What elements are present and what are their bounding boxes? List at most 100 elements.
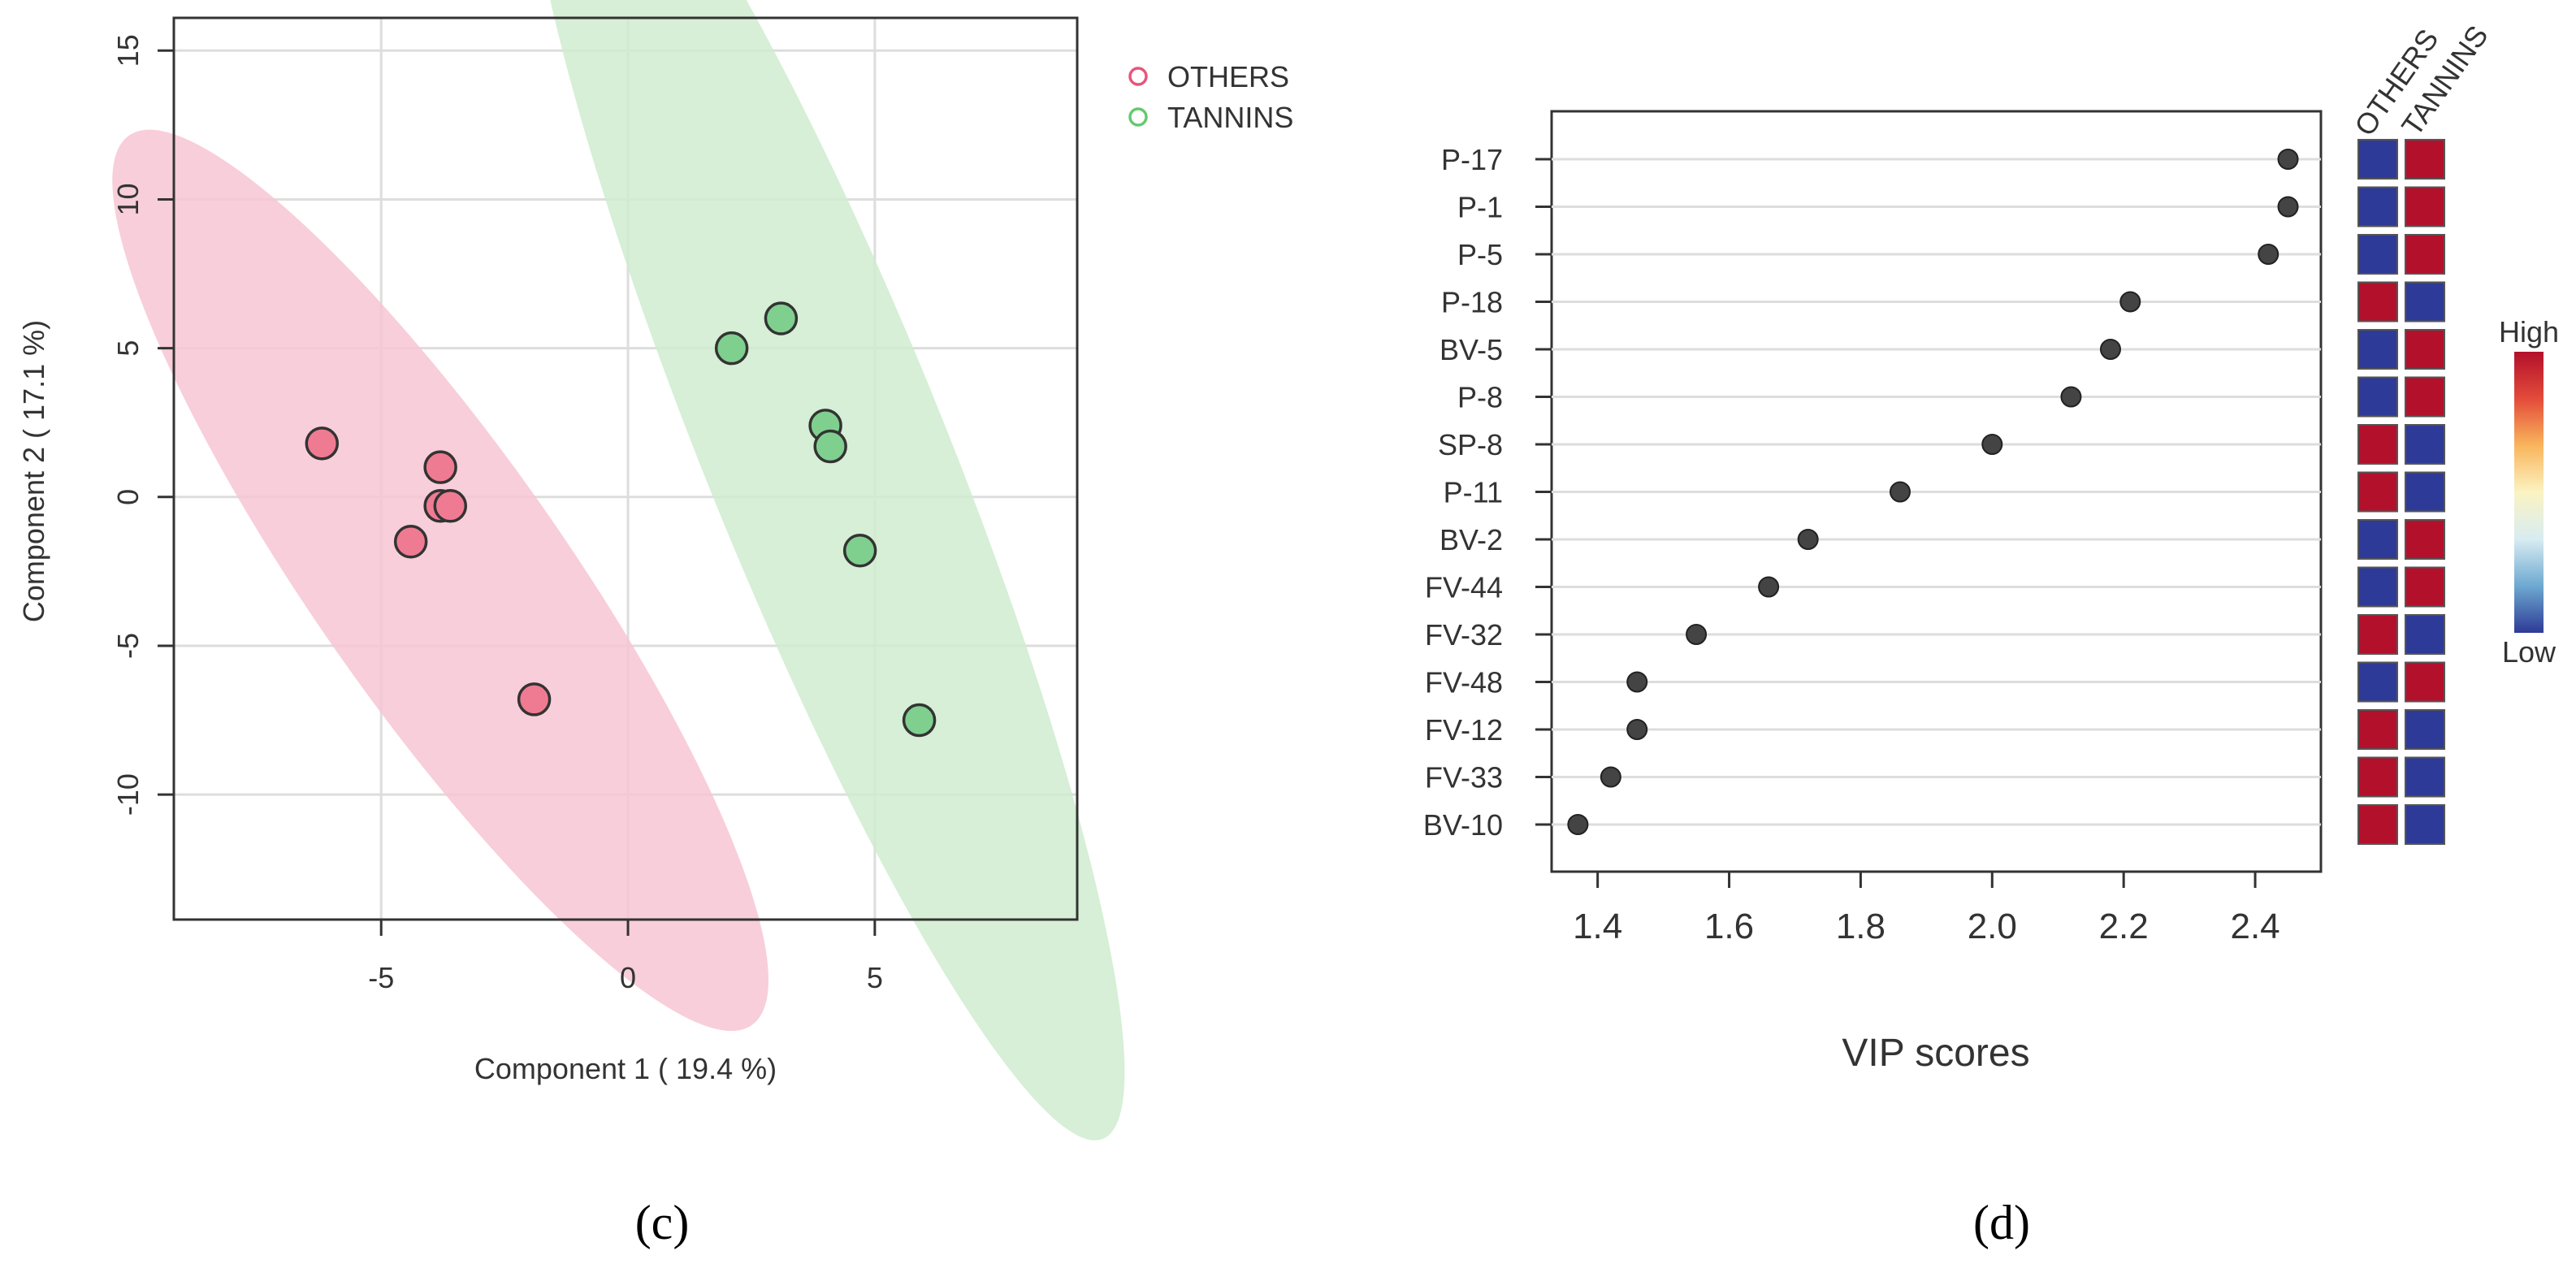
vip-dot [1600, 766, 1621, 788]
colorbar-low-label: Low [2502, 635, 2557, 669]
vip-feature-label: P-11 [1444, 476, 1503, 509]
vip-feature-label: FV-33 [1425, 761, 1503, 794]
vip-x-tick-label: 2.0 [1968, 907, 2017, 946]
heatmap-cell-others [2357, 709, 2398, 750]
vip-feature-label: FV-44 [1425, 571, 1503, 604]
vip-dot [2099, 339, 2121, 360]
heatmap-cell-tannins [2405, 804, 2445, 845]
heatmap-cell-others [2357, 376, 2398, 418]
y-tick-label: 5 [111, 340, 145, 357]
vip-x-tick-label: 1.6 [1704, 907, 1754, 946]
score-point-others [305, 426, 340, 461]
vip-feature-label: P-1 [1457, 191, 1503, 224]
score-point-others [433, 489, 468, 523]
vip-dot [2258, 244, 2279, 265]
y-tick-label: 10 [111, 183, 145, 215]
scatter-y-axis-label: Component 2 ( 17.1 %) [17, 320, 50, 622]
vip-feature-label: P-18 [1441, 286, 1503, 319]
vip-dot [2060, 386, 2082, 408]
heatmap-cell-tannins [2405, 709, 2445, 750]
x-tick-label: 0 [620, 961, 636, 994]
y-tick-label: 15 [111, 34, 145, 67]
scatter-x-axis-label: Component 1 ( 19.4 %) [474, 1052, 777, 1085]
score-point-others [423, 450, 457, 484]
vip-feature-label: BV-10 [1423, 808, 1503, 842]
scatter-points [305, 301, 937, 738]
heatmap-cell-tannins [2405, 424, 2445, 465]
panel-label-d: (d) [1973, 1196, 2030, 1249]
heatmap-cell-others [2357, 614, 2398, 655]
vip-dot [1889, 481, 1911, 503]
pls-da-score-plot: -5 0 5 15 10 5 0 -5 -10 Component 1 ( 19.4 %) C… [17, 0, 1293, 1141]
vip-feature-label: P-8 [1457, 381, 1503, 414]
vip-x-axis-label: VIP scores [1842, 1032, 2029, 1075]
y-tick-label: -10 [111, 773, 145, 816]
x-tick-label: 5 [867, 961, 883, 994]
vip-x-tick-label: 1.4 [1573, 907, 1622, 946]
vip-score-plot: P-17 P-1 P-5 P-18 BV-5 P-8 SP-8 P-11 BV-2 FV-44 FV… [1423, 19, 2559, 1075]
vip-dot [1758, 576, 1780, 598]
vip-dots [1567, 149, 2299, 835]
confidence-ellipse-others [112, 129, 768, 1032]
vip-feature-label: FV-32 [1425, 618, 1503, 651]
panel-label-c: (c) [635, 1196, 690, 1249]
scatter-plot-border [172, 16, 1079, 921]
vip-x-tick-label: 2.2 [2099, 907, 2149, 946]
heatmap-cell-others [2357, 804, 2398, 845]
heatmap-cell-tannins [2405, 471, 2445, 513]
heatmap-cell-tannins [2405, 614, 2445, 655]
vip-dot [1797, 529, 1819, 550]
score-point-tannins [813, 429, 847, 464]
legend-marker-others [1128, 67, 1148, 86]
heatmap-cell-others [2357, 139, 2398, 180]
vip-dot [1567, 814, 1589, 835]
score-point-tannins [902, 703, 937, 738]
legend-marker-tannins [1128, 107, 1148, 127]
vip-dot [1981, 434, 2003, 455]
vip-feature-label: FV-48 [1425, 666, 1503, 699]
vip-feature-label: P-17 [1441, 143, 1503, 176]
scatter-x-axis: -5 0 5 [368, 920, 883, 994]
colorbar-gradient-bar [2514, 352, 2544, 633]
heatmap-cell-tannins [2405, 756, 2445, 798]
vip-feature-label: FV-12 [1425, 713, 1503, 747]
vip-dot [2119, 291, 2141, 313]
vip-x-tick-label: 2.4 [2230, 907, 2279, 946]
vip-dot [1626, 719, 1648, 740]
vip-x-axis: 1.4 1.6 1.8 2.0 2.2 2.4 [1573, 872, 2280, 946]
vip-x-tick-label: 1.8 [1836, 907, 1885, 946]
x-tick-label: -5 [368, 961, 394, 994]
heatmap-cell-others [2357, 281, 2398, 322]
heatmap-cell-tannins [2405, 234, 2445, 275]
heatmap-cell-others [2357, 661, 2398, 703]
colorbar-high-label: High [2499, 315, 2559, 348]
heatmap-cell-tannins [2405, 566, 2445, 608]
vip-feature-label: BV-5 [1440, 333, 1503, 366]
heatmap-cell-others [2357, 329, 2398, 370]
heatmap-cell-tannins [2405, 139, 2445, 180]
y-tick-label: -5 [111, 633, 145, 659]
vip-feature-label: BV-2 [1440, 523, 1503, 556]
vip-dot [2277, 149, 2299, 170]
scatter-legend: OTHERS TANNINS [1128, 60, 1293, 134]
scatter-y-axis: 15 10 5 0 -5 -10 [111, 34, 174, 816]
vip-dot [1686, 624, 1708, 645]
heatmap-cell-others [2357, 186, 2398, 227]
heatmap-cell-others [2357, 519, 2398, 560]
vip-heatmap [2357, 139, 2445, 845]
vip-feature-label: P-5 [1457, 238, 1503, 271]
heatmap-cell-tannins [2405, 329, 2445, 370]
heatmap-cell-others [2357, 234, 2398, 275]
score-point-tannins [842, 533, 877, 568]
heatmap-cell-others [2357, 471, 2398, 513]
vip-feature-label: SP-8 [1438, 428, 1503, 461]
heatmap-cell-tannins [2405, 376, 2445, 418]
heatmap-cell-tannins [2405, 186, 2445, 227]
legend-label-tannins: TANNINS [1167, 101, 1293, 134]
vip-rows: P-17 P-1 P-5 P-18 BV-5 P-8 SP-8 P-11 BV-2 FV-44 FV… [1423, 143, 2321, 842]
y-tick-label: 0 [111, 489, 145, 505]
heatmap-cell-tannins [2405, 519, 2445, 560]
heatmap-cell-tannins [2405, 281, 2445, 322]
